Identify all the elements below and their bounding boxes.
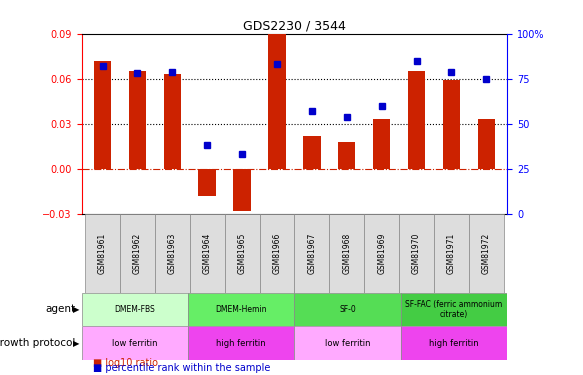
Text: high ferritin: high ferritin <box>429 339 479 348</box>
Text: DMEM-FBS: DMEM-FBS <box>114 305 155 314</box>
Bar <box>338 142 356 169</box>
Bar <box>373 119 391 169</box>
Bar <box>233 169 251 211</box>
Text: ▶: ▶ <box>73 339 80 348</box>
Text: GSM81965: GSM81965 <box>238 232 247 274</box>
Text: GSM81970: GSM81970 <box>412 232 421 274</box>
Bar <box>442 80 460 169</box>
Text: GSM81971: GSM81971 <box>447 232 456 274</box>
Text: growth protocol: growth protocol <box>0 338 76 348</box>
Text: GSM81962: GSM81962 <box>133 232 142 274</box>
Text: ▶: ▶ <box>73 305 80 314</box>
Bar <box>268 34 286 169</box>
Text: GSM81969: GSM81969 <box>377 232 386 274</box>
Bar <box>294 292 401 326</box>
Bar <box>401 292 507 326</box>
Bar <box>408 71 425 169</box>
Bar <box>399 214 434 292</box>
Bar <box>188 292 294 326</box>
Bar <box>129 71 146 169</box>
Bar <box>434 214 469 292</box>
Bar <box>329 214 364 292</box>
Text: ■ log10 ratio: ■ log10 ratio <box>93 358 158 368</box>
Bar <box>364 214 399 292</box>
Bar <box>198 169 216 196</box>
Bar <box>164 74 181 169</box>
Text: GSM81966: GSM81966 <box>272 232 282 274</box>
Bar <box>477 119 495 169</box>
Title: GDS2230 / 3544: GDS2230 / 3544 <box>243 20 346 33</box>
Bar <box>401 326 507 360</box>
Text: GSM81961: GSM81961 <box>98 232 107 274</box>
Bar <box>155 214 189 292</box>
Bar <box>224 214 259 292</box>
Text: SF-0: SF-0 <box>339 305 356 314</box>
Bar <box>82 326 188 360</box>
Text: GSM81972: GSM81972 <box>482 232 491 274</box>
Bar <box>303 136 321 169</box>
Text: GSM81967: GSM81967 <box>307 232 317 274</box>
Text: GSM81964: GSM81964 <box>203 232 212 274</box>
Text: high ferritin: high ferritin <box>216 339 266 348</box>
Text: SF-FAC (ferric ammonium
citrate): SF-FAC (ferric ammonium citrate) <box>405 300 503 319</box>
Bar <box>120 214 155 292</box>
Bar <box>294 326 401 360</box>
Bar <box>294 214 329 292</box>
Bar <box>82 292 188 326</box>
Text: DMEM-Hemin: DMEM-Hemin <box>216 305 267 314</box>
Text: agent: agent <box>45 304 76 314</box>
Bar <box>85 214 120 292</box>
Text: low ferritin: low ferritin <box>112 339 157 348</box>
Bar <box>469 214 504 292</box>
Bar <box>188 326 294 360</box>
Text: GSM81968: GSM81968 <box>342 232 351 274</box>
Bar <box>259 214 294 292</box>
Text: low ferritin: low ferritin <box>325 339 370 348</box>
Bar <box>189 214 224 292</box>
Text: GSM81963: GSM81963 <box>168 232 177 274</box>
Text: ■ percentile rank within the sample: ■ percentile rank within the sample <box>93 363 271 373</box>
Bar <box>94 61 111 169</box>
